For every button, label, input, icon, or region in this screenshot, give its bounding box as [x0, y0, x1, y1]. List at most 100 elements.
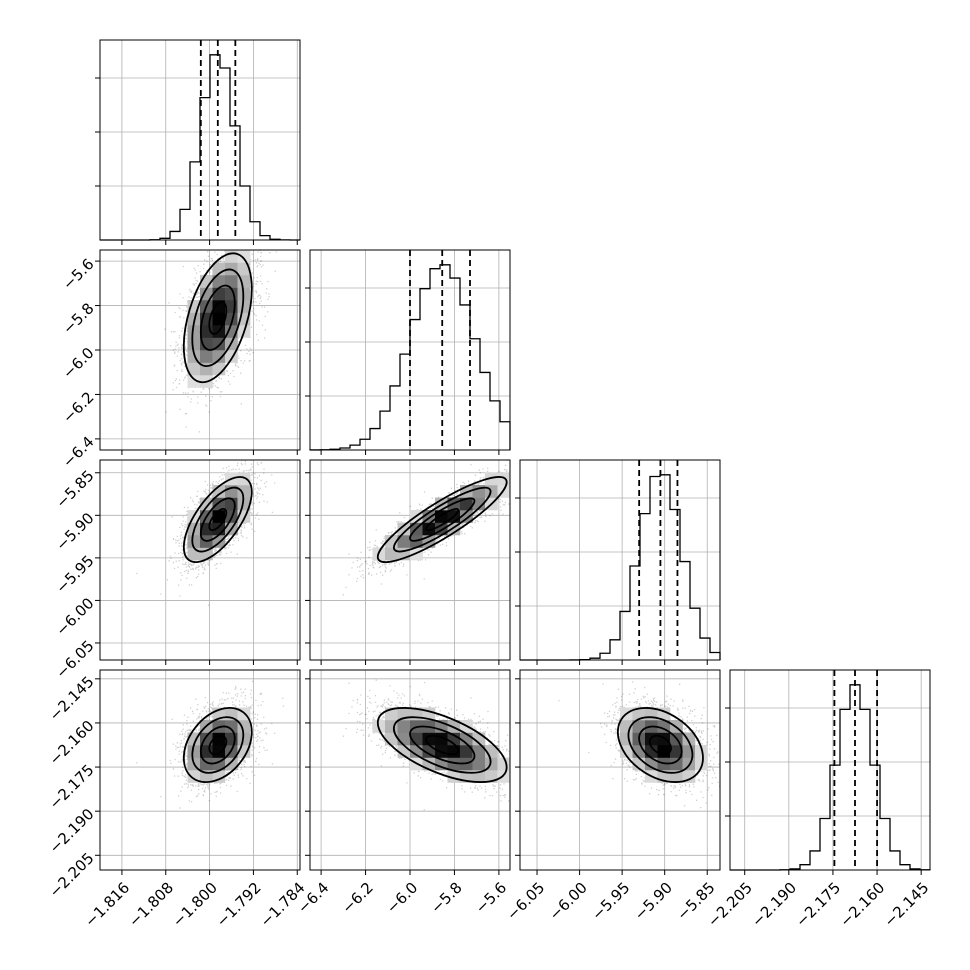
panel-content: [342, 460, 510, 596]
contour-level: [191, 486, 245, 553]
density-cell: [385, 547, 398, 561]
panel-content: [342, 679, 510, 811]
y-tick-label: −6.05: [52, 637, 97, 682]
panels-layer: [95, 39, 931, 875]
panel-frame: [519, 459, 721, 661]
contour-level: [392, 486, 492, 553]
panel-frame: [99, 39, 301, 241]
y-tick-label: −2.190: [46, 805, 98, 857]
contour-level: [208, 508, 228, 532]
contour-level: [425, 734, 460, 756]
panel-content: [136, 460, 276, 606]
panel-content: [558, 681, 720, 809]
density-cell: [212, 300, 226, 313]
density-cell: [200, 497, 213, 511]
density-cell: [212, 312, 226, 326]
x-tick-label: −2.190: [748, 879, 800, 931]
x-tick-label: −1.792: [213, 879, 265, 931]
x-tick-label: −1.808: [125, 879, 177, 931]
y-tick-label: −5.90: [52, 509, 97, 554]
histogram-panel-2: [305, 249, 511, 455]
density-cell: [397, 535, 411, 548]
density-cell: [225, 312, 238, 326]
y-tick-label: −6.4: [59, 433, 97, 471]
density-cell: [225, 720, 238, 733]
density-cell: [397, 732, 411, 746]
scatter-panel-4-2: [305, 669, 511, 875]
density-cell: [237, 262, 251, 276]
density-cell: [237, 250, 251, 263]
density-cell: [682, 745, 696, 758]
y-tick-label: −2.175: [46, 761, 98, 813]
y-tick-label: −6.2: [59, 388, 97, 426]
density-cell: [620, 745, 633, 758]
contour-level: [376, 476, 508, 564]
density-cell: [460, 510, 473, 523]
x-tick-label: −6.00: [546, 879, 591, 924]
density-cell: [225, 250, 238, 263]
scatter-panel-3-1: [95, 459, 301, 665]
x-tick-label: −5.8: [427, 879, 465, 917]
density-cell: [472, 497, 486, 511]
contour-level: [191, 268, 245, 368]
scatter-panel-4-3: [515, 669, 721, 875]
density-cell: [397, 522, 411, 536]
contour-level: [376, 707, 508, 783]
contour-level: [199, 284, 236, 351]
y-tick-label: −5.85: [52, 467, 97, 512]
density-cell: [237, 485, 251, 498]
density-cell: [187, 745, 201, 758]
contour-level: [182, 707, 253, 783]
x-tick-label: −6.2: [338, 879, 376, 917]
density-cell: [187, 547, 201, 561]
contour-level: [191, 716, 245, 774]
tick-labels-layer: −1.816−1.808−1.800−1.792−1.784−6.4 −6.2 −6…: [46, 255, 933, 931]
density-cell: [460, 497, 473, 511]
density-cell: [620, 732, 633, 746]
scatter-panel-3-2: [305, 459, 511, 665]
contour-level: [425, 508, 460, 532]
density-cell: [397, 720, 411, 733]
contour-level: [638, 725, 683, 765]
x-tick-label: −5.90: [631, 879, 676, 924]
x-tick-label: −1.800: [169, 879, 221, 931]
density-cell: [200, 337, 213, 351]
density-cell: [695, 757, 708, 771]
panel-frame: [99, 669, 301, 871]
density-cell: [187, 375, 201, 388]
y-tick-label: −2.160: [46, 717, 98, 769]
density-cell: [497, 472, 510, 486]
density-cell: [472, 745, 486, 758]
panel-frame: [99, 459, 301, 661]
y-tick-label: −2.205: [46, 849, 98, 901]
contour-level: [208, 300, 228, 335]
density-cell: [212, 350, 226, 363]
histogram-steps: [730, 684, 931, 871]
contour-level: [182, 476, 253, 564]
density-cell: [497, 757, 510, 771]
contour-level: [616, 707, 704, 783]
density-cell: [485, 472, 498, 486]
density-cell: [472, 757, 486, 771]
contour-level: [409, 725, 476, 765]
density-cell: [187, 362, 201, 376]
x-tick-label: −2.160: [836, 879, 888, 931]
contour-level: [409, 497, 476, 542]
density-cell: [670, 757, 683, 771]
panel-content: [136, 680, 285, 809]
density-cell: [212, 745, 226, 758]
density-cell: [187, 337, 201, 351]
density-cell: [237, 472, 251, 486]
density-cell: [460, 745, 473, 758]
density-cell: [212, 287, 226, 301]
density-cell: [657, 745, 671, 758]
density-cell: [200, 287, 213, 301]
contour-level: [199, 725, 236, 765]
density-cell: [497, 770, 510, 783]
scatter-panel-2-1: [95, 249, 301, 455]
x-tick-label: −6.0: [383, 879, 421, 917]
density-cell: [187, 535, 201, 548]
y-tick-label: −6.00: [52, 594, 97, 639]
x-tick-label: −2.175: [792, 879, 844, 931]
density-cell: [682, 770, 696, 783]
